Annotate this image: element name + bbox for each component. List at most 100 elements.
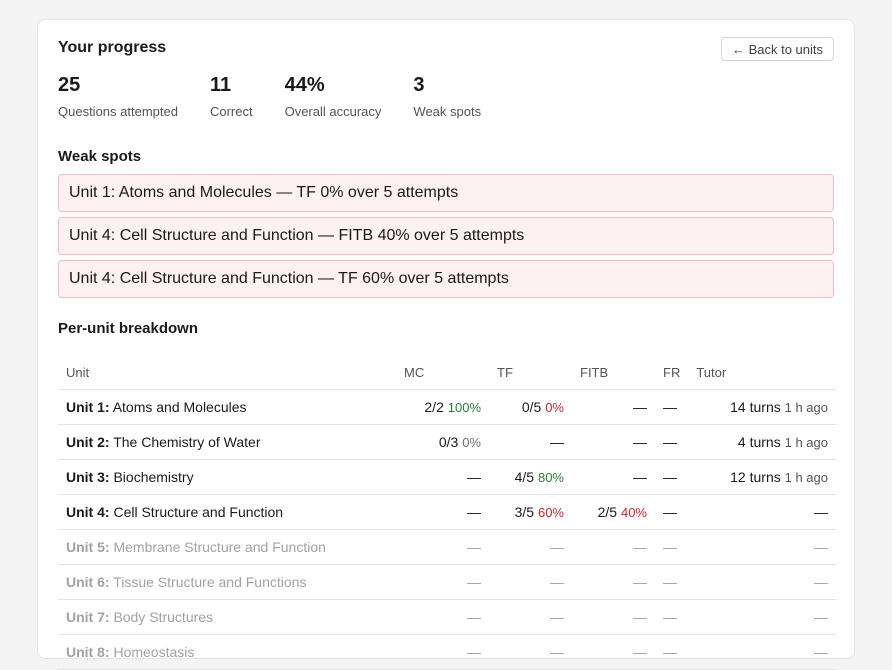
weak-spots-title: Weak spots bbox=[58, 148, 142, 165]
cell-unit: Unit 2: The Chemistry of Water bbox=[58, 424, 396, 460]
cell-fitb: — bbox=[572, 529, 655, 565]
stat-overall-accuracy: 44% Overall accuracy bbox=[284, 74, 382, 138]
cell-tf-pct: 0% bbox=[545, 400, 564, 415]
progress-card: Your progress ← Back to units 25 Questio… bbox=[37, 19, 855, 670]
stats-row: 25 Questions attempted 11 Correct 44% Ov… bbox=[58, 74, 834, 138]
cell-tutor: 14 turns 1 h ago bbox=[688, 389, 836, 425]
cell-tf: 4/5 80% bbox=[489, 459, 572, 495]
cell-tutor: — bbox=[688, 494, 836, 530]
unit-name: Body Structures bbox=[113, 609, 214, 625]
progress-header: Your progress ← Back to units bbox=[58, 20, 834, 78]
tutor-last-seen: 1 h ago bbox=[784, 435, 828, 450]
cell-fitb-score: — bbox=[633, 539, 647, 555]
cell-unit: Unit 4: Cell Structure and Function bbox=[58, 494, 396, 530]
cell-mc-pct: 100% bbox=[447, 400, 481, 415]
unit-name: Tissue Structure and Functions bbox=[113, 574, 307, 590]
unit-number: Unit 5: bbox=[66, 539, 110, 555]
cell-fr: — bbox=[655, 389, 689, 425]
cell-fitb-score: — bbox=[633, 574, 647, 590]
unit-number: Unit 6: bbox=[66, 574, 110, 590]
cell-tf: 0/5 0% bbox=[489, 389, 572, 425]
weak-spot-item: Unit 1: Atoms and Molecules — TF 0% over… bbox=[58, 174, 834, 212]
column-header-mc: MC bbox=[396, 355, 489, 390]
unit-number: Unit 1: bbox=[66, 399, 110, 415]
cell-tutor: 4 turns 1 h ago bbox=[688, 424, 836, 460]
tutor-turns: 12 turns bbox=[730, 469, 781, 485]
cell-fr: — bbox=[655, 564, 689, 600]
column-header-fr: FR bbox=[655, 355, 689, 390]
table-row[interactable]: Unit 5: Membrane Structure and Function —… bbox=[58, 529, 836, 565]
breakdown-table: Unit MC TF FITB FR Tutor Unit 1: Atoms a… bbox=[58, 355, 836, 670]
stat-label: Overall accuracy bbox=[284, 104, 382, 119]
stat-value: 44% bbox=[284, 74, 325, 96]
cell-fr: — bbox=[655, 494, 689, 530]
cell-tutor: — bbox=[688, 634, 836, 670]
cell-mc: — bbox=[396, 529, 489, 565]
cell-unit: Unit 8: Homeostasis bbox=[58, 634, 396, 670]
stat-label: Correct bbox=[209, 104, 253, 119]
cell-tf-score: — bbox=[550, 609, 564, 625]
cell-tf: — bbox=[489, 599, 572, 635]
cell-fitb: — bbox=[572, 389, 655, 425]
stat-label: Questions attempted bbox=[58, 104, 178, 119]
cell-mc: — bbox=[396, 634, 489, 670]
cell-mc: 0/3 0% bbox=[396, 424, 489, 460]
cell-mc-score: 2/2 bbox=[424, 399, 444, 415]
cell-unit: Unit 5: Membrane Structure and Function bbox=[58, 529, 396, 565]
column-header-tf: TF bbox=[489, 355, 572, 390]
column-header-unit: Unit bbox=[58, 355, 396, 390]
cell-tf-score: 3/5 bbox=[514, 504, 535, 520]
unit-name: Membrane Structure and Function bbox=[113, 539, 326, 555]
cell-fitb-score: 2/5 bbox=[597, 504, 618, 520]
table-row[interactable]: Unit 3: Biochemistry —4/5 80% — —12 turns 1… bbox=[58, 459, 836, 495]
unit-name: Homeostasis bbox=[113, 644, 195, 660]
stat-value: 25 bbox=[58, 74, 81, 96]
cell-fitb: — bbox=[572, 599, 655, 635]
cell-fitb-pct: 40% bbox=[620, 505, 647, 520]
back-to-units-button[interactable]: ← Back to units bbox=[720, 37, 834, 61]
cell-fr: — bbox=[655, 529, 689, 565]
cell-tf-score: 4/5 bbox=[514, 469, 535, 485]
cell-fitb: — bbox=[572, 424, 655, 460]
table-header-row: Unit MC TF FITB FR Tutor bbox=[58, 355, 836, 390]
table-row[interactable]: Unit 4: Cell Structure and Function — 3/5 … bbox=[58, 494, 836, 530]
cell-tf-score: — bbox=[550, 434, 564, 450]
cell-tf-pct: 80% bbox=[537, 470, 564, 485]
unit-number: Unit 7: bbox=[66, 609, 110, 625]
weak-spots-list: Unit 1: Atoms and Molecules — TF 0% over… bbox=[58, 174, 834, 298]
cell-tf: — bbox=[489, 424, 572, 460]
cell-unit: Unit 6: Tissue Structure and Functions bbox=[58, 564, 396, 600]
table-row[interactable]: Unit 2: The Chemistry of Water 0/3 0% — — —4… bbox=[58, 424, 836, 460]
cell-tutor: — bbox=[688, 529, 836, 565]
cell-tf-score: — bbox=[550, 574, 564, 590]
table-row[interactable]: Unit 1: Atoms and Molecules 2/2 100% 0/5 0… bbox=[58, 389, 836, 425]
cell-fr: — bbox=[655, 634, 689, 670]
cell-tf-score: — bbox=[550, 539, 564, 555]
cell-mc-score: — bbox=[467, 504, 481, 520]
cell-tf: — bbox=[489, 529, 572, 565]
cell-fitb-score: — bbox=[633, 644, 647, 660]
cell-tf: 3/5 60% bbox=[489, 494, 572, 530]
unit-name: Biochemistry bbox=[113, 469, 194, 485]
unit-number: Unit 3: bbox=[66, 469, 110, 485]
cell-fitb: — bbox=[572, 564, 655, 600]
cell-fr: — bbox=[655, 459, 689, 495]
cell-unit: Unit 3: Biochemistry bbox=[58, 459, 396, 495]
table-row[interactable]: Unit 7: Body Structures — — — — — bbox=[58, 599, 836, 635]
cell-fitb: 2/5 40% bbox=[572, 494, 655, 530]
cell-tutor: — bbox=[688, 599, 836, 635]
unit-name: Atoms and Molecules bbox=[112, 399, 247, 415]
cell-tutor: — bbox=[688, 564, 836, 600]
unit-number: Unit 2: bbox=[66, 434, 110, 450]
breakdown-title: Per-unit breakdown bbox=[58, 320, 199, 337]
cell-tf-score: — bbox=[550, 644, 564, 660]
tutor-turns: — bbox=[814, 539, 828, 555]
cell-unit: Unit 7: Body Structures bbox=[58, 599, 396, 635]
page-title: Your progress bbox=[58, 39, 167, 56]
cell-mc: — bbox=[396, 459, 489, 495]
table-row[interactable]: Unit 8: Homeostasis — — — — — bbox=[58, 634, 836, 670]
tutor-turns: — bbox=[814, 504, 828, 520]
table-row[interactable]: Unit 6: Tissue Structure and Functions — —… bbox=[58, 564, 836, 600]
tutor-turns: — bbox=[814, 609, 828, 625]
cell-mc-score: — bbox=[467, 469, 481, 485]
